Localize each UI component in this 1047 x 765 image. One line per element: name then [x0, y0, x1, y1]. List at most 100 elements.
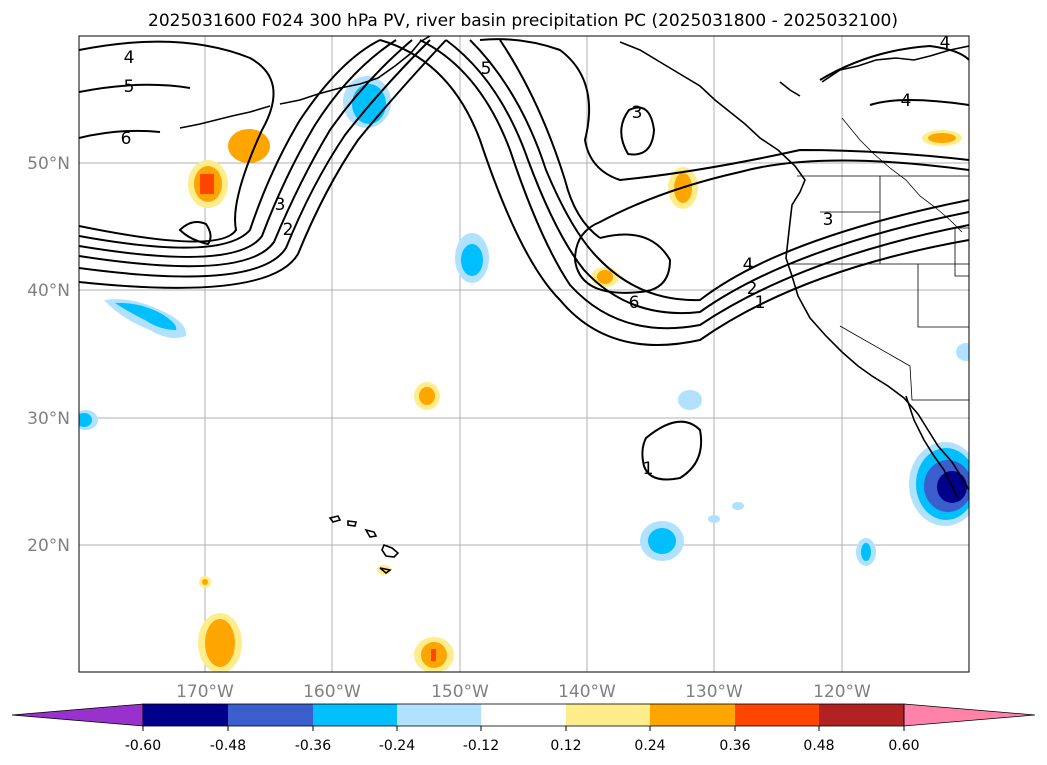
- contour-label: 4: [940, 33, 951, 53]
- coastline-hawaii-big-island: [381, 543, 400, 558]
- precip-patch: [202, 579, 208, 585]
- colorbar-tick-label: -0.12: [463, 738, 499, 754]
- precip-patch: [956, 343, 969, 361]
- precip-patch: [648, 528, 676, 554]
- contour-label: 3: [823, 210, 834, 230]
- pv-contour: [79, 83, 191, 93]
- contour-label: 2: [283, 220, 294, 240]
- contour-label: 4: [124, 48, 135, 68]
- pv-contour: [419, 39, 969, 330]
- colorbar-bin: [397, 704, 481, 726]
- colorbar-bin: [735, 704, 819, 726]
- lon-label: 140°W: [558, 682, 616, 702]
- contour-labels: 4 5 6 5 3 3 2 3 4 2 1 6 1 4 4: [121, 33, 951, 479]
- precip-patch: [708, 515, 720, 523]
- contour-label: 1: [643, 459, 654, 479]
- contour-label: 5: [481, 59, 492, 79]
- colorbar-tick-label: -0.24: [379, 738, 415, 754]
- lat-label: 20°N: [27, 536, 70, 556]
- colorbar-tick-label: 0.12: [550, 738, 581, 754]
- precip-patch: [597, 270, 613, 284]
- colorbar-tick-label: -0.60: [125, 738, 161, 754]
- lon-label: 120°W: [813, 682, 871, 702]
- precip-patch: [678, 390, 702, 410]
- coastline-fragment: [779, 81, 801, 97]
- colorbar-frame: [142, 703, 905, 727]
- coastline-kauai: [328, 515, 342, 523]
- colorbar-bin: [566, 704, 650, 726]
- pv-contour: [573, 159, 969, 294]
- lat-label: 40°N: [27, 281, 70, 301]
- map-panel: 4 5 6 5 3 3 2 3 4 2 1 6 1 4 4: [78, 33, 970, 673]
- contour-label: 4: [743, 255, 754, 275]
- colorbar-tick-label: 0.24: [634, 738, 665, 754]
- pv-contour: [479, 38, 969, 182]
- contour-label: 2: [747, 279, 758, 299]
- lon-label: 130°W: [685, 682, 743, 702]
- pv-contour: [79, 39, 397, 258]
- colorbar-bin: [481, 704, 566, 726]
- precip-patch: [79, 413, 92, 427]
- contour-label: 1: [755, 293, 766, 313]
- lon-label: 160°W: [303, 682, 361, 702]
- colorbar-bin: [819, 704, 904, 726]
- colorbar: -0.60 -0.48 -0.36 -0.24 -0.12 0.12 0.24 …: [11, 703, 1036, 754]
- colorbar-ticks: [142, 726, 905, 731]
- contour-label: 6: [629, 293, 640, 313]
- precip-patch: [228, 129, 270, 163]
- latitude-labels: 50°N 40°N 30°N 20°N: [27, 154, 70, 556]
- precip-patch: [200, 174, 214, 194]
- gridlines: [79, 36, 969, 672]
- precip-patch: [115, 302, 177, 330]
- contour-label: 3: [275, 195, 286, 215]
- precip-patch: [461, 244, 483, 276]
- colorbar-bin: [650, 704, 735, 726]
- pv-contour: [79, 39, 381, 249]
- contour-label: 4: [901, 91, 912, 111]
- colorbar-tick-labels: -0.60 -0.48 -0.36 -0.24 -0.12 0.12 0.24 …: [125, 738, 920, 754]
- map-frame: [78, 35, 970, 673]
- pv-contour: [499, 39, 601, 239]
- contour-label: 6: [121, 129, 132, 149]
- coastline-maui: [364, 528, 378, 538]
- colorbar-bin: [313, 704, 397, 726]
- pv-contours: [79, 38, 969, 481]
- coastline-aleutians: [179, 105, 271, 129]
- precip-patch: [352, 84, 386, 124]
- precip-patch: [928, 133, 956, 143]
- colorbar-tick-label: 0.48: [803, 738, 834, 754]
- map-background: [79, 36, 969, 672]
- colorbar-tick-label: -0.36: [295, 738, 331, 754]
- coastline-north-america: [619, 41, 969, 491]
- coastline-oahu: [347, 520, 357, 527]
- pv-contour: [620, 106, 656, 156]
- pv-contour: [79, 39, 447, 289]
- pv-contour: [79, 129, 161, 139]
- pv-contour: [641, 420, 702, 481]
- precip-patch: [205, 619, 235, 667]
- colorbar-extend-left: [11, 703, 144, 727]
- lon-label: 150°W: [431, 682, 489, 702]
- pv-contour: [178, 221, 212, 246]
- colorbar-tick-label: 0.60: [888, 738, 919, 754]
- colorbar-extend-right: [903, 703, 1036, 727]
- longitude-labels: 170°W 160°W 150°W 140°W 130°W 120°W: [176, 682, 871, 702]
- pv-contour: [469, 39, 969, 302]
- precip-shading: [79, 76, 969, 672]
- pv-contour: [379, 39, 969, 346]
- precip-patch: [431, 649, 436, 661]
- coastline-islet: [379, 567, 392, 575]
- lat-label: 50°N: [27, 154, 70, 174]
- lon-label: 170°W: [176, 682, 234, 702]
- precip-patch: [419, 387, 435, 405]
- pv-contour: [445, 39, 969, 315]
- border-state-box: [954, 227, 969, 277]
- colorbar-tick-label: 0.36: [719, 738, 750, 754]
- colorbar-bin: [143, 704, 228, 726]
- contour-label: 5: [124, 77, 135, 97]
- coastline-baja-california: [905, 395, 959, 499]
- colorbar-tick-label: -0.48: [210, 738, 246, 754]
- lat-label: 30°N: [27, 409, 70, 429]
- pv-contour: [79, 39, 413, 268]
